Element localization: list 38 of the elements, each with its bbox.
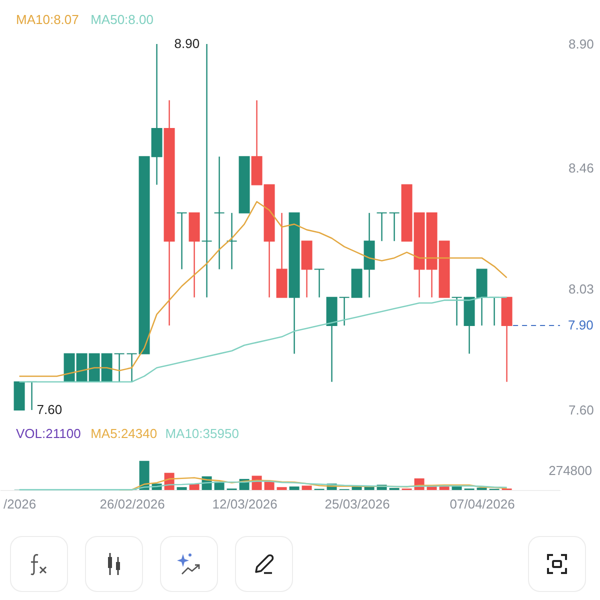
candlestick xyxy=(176,212,188,270)
annotation: 7.60 xyxy=(36,402,62,417)
text: MA10:35950 xyxy=(165,426,239,441)
text: MA5:24340 xyxy=(90,426,158,441)
text: MA50:8.00 xyxy=(90,12,154,27)
y-tick-label: 8.90 xyxy=(568,36,594,52)
bar xyxy=(302,486,312,490)
x-tick-label: 12/03/2026 xyxy=(212,496,278,512)
text: MA10:8.07 xyxy=(16,12,79,27)
y-tick-label: 8.46 xyxy=(568,160,594,176)
bar xyxy=(439,486,450,490)
candlestick xyxy=(226,212,238,270)
text: 274800 xyxy=(548,463,592,478)
x-tick-label: /2026 xyxy=(4,496,36,512)
candlestick xyxy=(126,353,138,382)
text: VOL:21100 xyxy=(16,426,81,441)
bar xyxy=(264,482,274,490)
bar xyxy=(189,484,200,490)
candlestick xyxy=(214,156,225,270)
candlestick xyxy=(114,353,125,382)
annotation: 8.90 xyxy=(174,36,200,51)
candlestick xyxy=(376,212,388,242)
y-tick-label: 7.60 xyxy=(568,402,594,418)
bar xyxy=(276,487,287,490)
line-series xyxy=(18,201,508,377)
candlestick xyxy=(451,296,462,326)
candlestick xyxy=(314,268,325,298)
candlestick xyxy=(201,43,212,298)
ref-line-label: 7.90 xyxy=(568,318,594,333)
x-tick-label: 25/03/2026 xyxy=(324,496,390,512)
bar xyxy=(176,487,187,490)
bar xyxy=(289,486,300,490)
candlestick xyxy=(338,296,350,326)
x-tick-label: 07/04/2026 xyxy=(450,496,515,512)
x-tick-label: 26/02/2026 xyxy=(100,496,165,512)
bar xyxy=(139,460,150,490)
candlestick xyxy=(388,212,400,242)
y-tick-label: 8.03 xyxy=(568,281,594,296)
